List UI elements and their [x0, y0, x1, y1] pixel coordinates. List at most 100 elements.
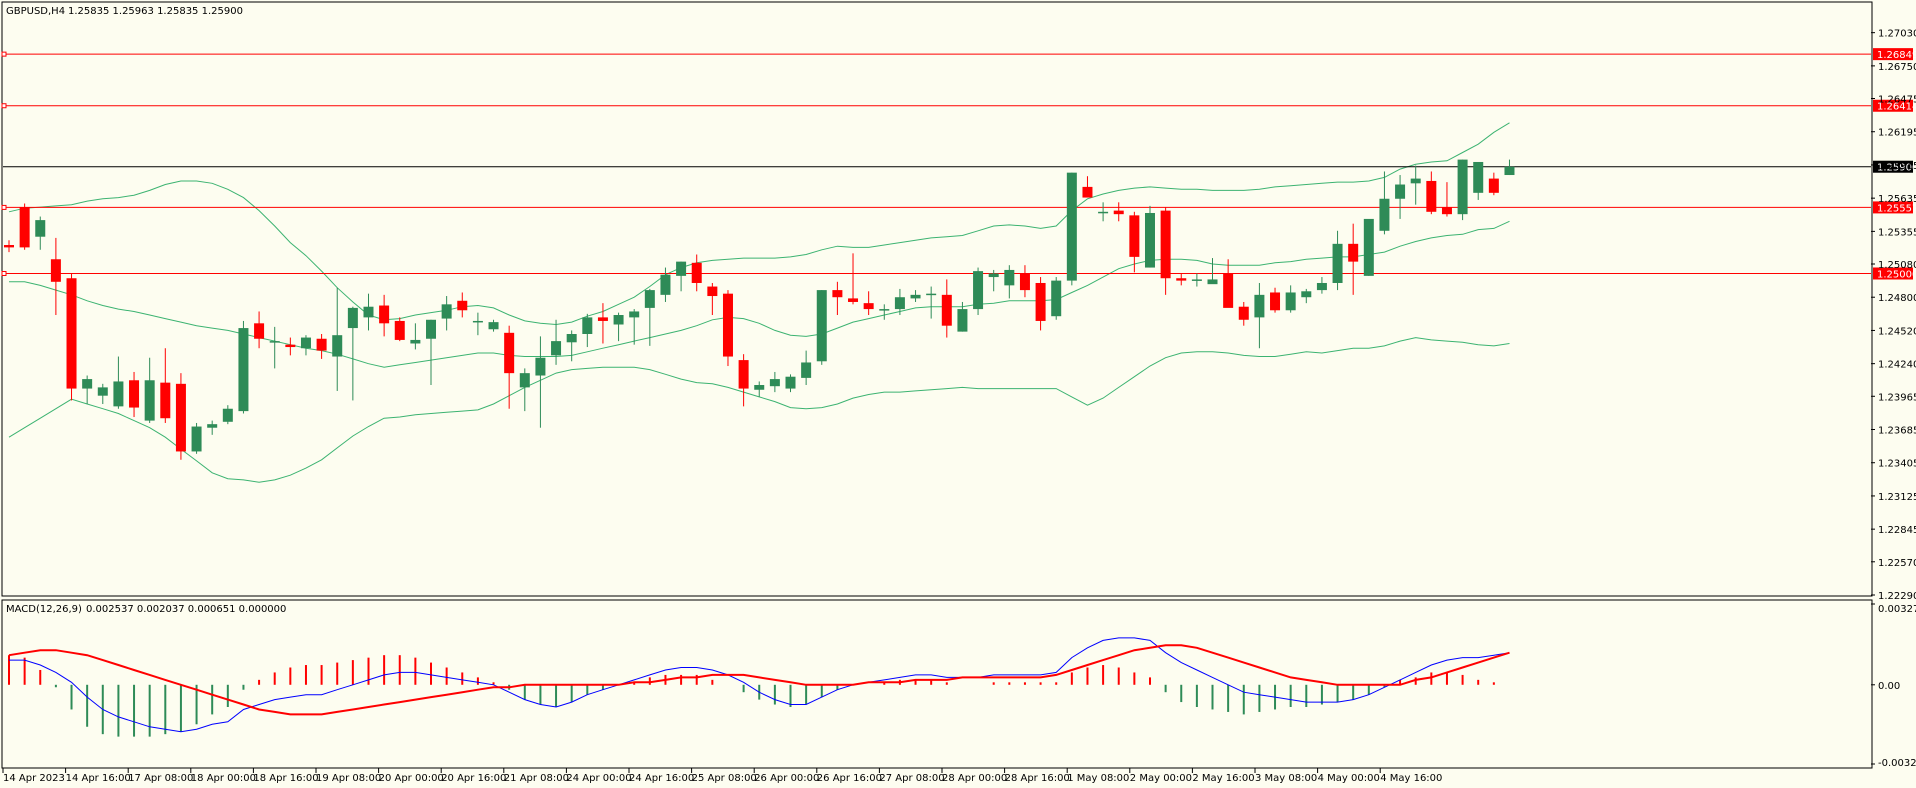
candle [97, 383, 108, 404]
candle [4, 240, 14, 253]
candle [1051, 277, 1062, 320]
candle [801, 350, 812, 386]
price-tick-label: 1.25635 [1878, 194, 1916, 205]
level-price-tag [1873, 99, 1913, 112]
time-tick-label: 19 Apr 08:00 [316, 773, 381, 784]
candle-body [222, 408, 233, 422]
price-tick-label: 1.25915 [1878, 161, 1916, 172]
candle-body [394, 320, 405, 340]
candle [582, 313, 593, 348]
candle-body [910, 294, 921, 299]
candle [894, 288, 905, 316]
candle [597, 303, 608, 344]
time-tick-label: 2 May 00:00 [1130, 773, 1192, 784]
candle-body [707, 286, 718, 297]
candle [1129, 211, 1140, 273]
candle-body [551, 341, 562, 356]
current-price-label: 1.25900 [1877, 163, 1916, 174]
macd-axis: 0.003273 0.00 -0.003209 [1871, 603, 1916, 769]
candle-body [863, 303, 874, 310]
candle [660, 267, 671, 302]
candle [754, 381, 765, 397]
candle [1332, 230, 1343, 291]
bollinger-lower [8, 337, 1510, 483]
candle-body [1441, 207, 1452, 215]
time-tick-label: 3 May 08:00 [1255, 773, 1317, 784]
time-tick-label: 28 Apr 00:00 [942, 773, 1007, 784]
candle-body [754, 385, 765, 390]
candle [1019, 265, 1030, 298]
level-handle[interactable] [1, 270, 7, 276]
price-tick-label: 1.26195 [1878, 128, 1916, 139]
candle-body [738, 360, 749, 389]
candle [1160, 207, 1171, 295]
candle-body [160, 382, 171, 419]
price-tick-label: 1.26750 [1878, 62, 1916, 73]
candle [551, 319, 562, 365]
time-tick-label: 4 May 16:00 [1380, 773, 1442, 784]
level-price-tag [1873, 267, 1913, 280]
candle [254, 311, 265, 349]
price-tick-label: 1.23965 [1878, 392, 1916, 403]
candle-body [832, 290, 843, 298]
candle-body [566, 333, 577, 343]
macd-indicator [8, 637, 1510, 737]
price-tick-label: 1.24240 [1878, 360, 1916, 371]
candle [613, 312, 624, 342]
candle [1066, 172, 1077, 286]
candle [1473, 161, 1484, 200]
price-tick-label: 1.27030 [1878, 29, 1916, 40]
price-tick-label: 1.23405 [1878, 459, 1916, 470]
candle-body [1004, 269, 1015, 286]
candle-body [1098, 211, 1109, 214]
candle-body [379, 305, 390, 324]
candle-body [1348, 243, 1359, 262]
price-tick-label: 1.22290 [1878, 591, 1916, 602]
candle [50, 237, 61, 316]
candle-body [332, 335, 343, 357]
candle-body [1160, 210, 1171, 279]
candle [457, 292, 468, 318]
candle [941, 279, 952, 338]
candle-body [1504, 166, 1515, 176]
level-handle[interactable] [1, 204, 7, 210]
time-tick-label: 20 Apr 16:00 [441, 773, 506, 784]
candle [973, 267, 984, 316]
candle [926, 286, 937, 319]
candle-body [50, 259, 61, 282]
candle-body [191, 426, 202, 452]
candle-body [1426, 180, 1437, 212]
candle [379, 294, 390, 337]
candle-body [35, 220, 46, 237]
candle [644, 288, 655, 346]
candle-body [316, 338, 327, 351]
candle-body [879, 309, 890, 311]
candle-body [1207, 279, 1218, 285]
candle [1254, 282, 1265, 349]
candle [832, 281, 843, 316]
candle-body [97, 387, 108, 396]
time-tick-label: 14 Apr 16:00 [66, 773, 131, 784]
level-handle[interactable] [1, 51, 7, 57]
price-axis: 1.27030 1.26750 1.26475 1.26195 1.25915 1.256… [1871, 29, 1916, 602]
candle-body [82, 379, 93, 389]
candle-body [66, 278, 77, 389]
candle [19, 203, 30, 250]
candle-body [1144, 212, 1155, 268]
candle-body [1082, 186, 1093, 198]
candlestick-series [4, 159, 1515, 460]
candle [1285, 285, 1296, 313]
candle [332, 287, 343, 391]
horizontal-levels[interactable]: 1.26849 1.26414 1.25557 1.25000 1.25900 [1, 48, 1916, 280]
time-tick-label: 28 Apr 16:00 [1005, 773, 1070, 784]
candle-body [801, 362, 812, 378]
candle [207, 420, 218, 435]
candle [535, 336, 546, 428]
candle-body [1129, 215, 1140, 257]
candle [785, 374, 796, 393]
candle [519, 368, 530, 412]
candle [35, 216, 46, 250]
level-handle[interactable] [1, 103, 7, 109]
time-tick-label: 1 May 08:00 [1067, 773, 1129, 784]
